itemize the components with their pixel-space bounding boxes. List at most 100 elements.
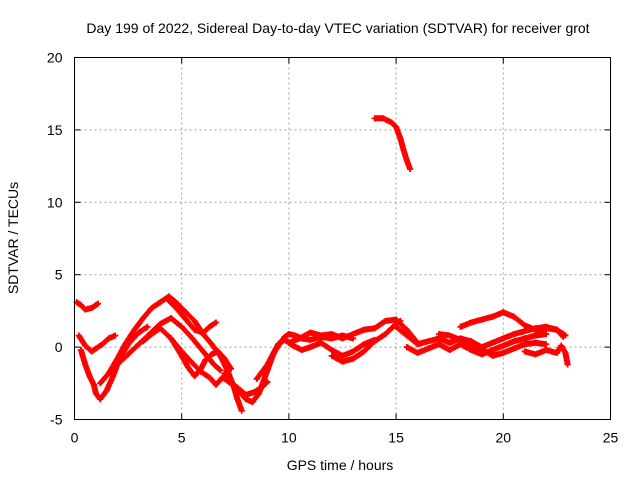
data-point: [425, 345, 432, 352]
data-point: [371, 325, 378, 332]
y-tick-label: 5: [55, 267, 63, 283]
data-point: [532, 351, 539, 358]
data-point: [489, 352, 496, 359]
data-point: [564, 361, 571, 368]
data-point: [478, 345, 485, 352]
data-point: [189, 360, 196, 367]
data-point: [339, 358, 346, 365]
data-point: [82, 342, 89, 349]
data-point: [88, 348, 95, 355]
data-point: [307, 336, 314, 343]
data-point: [511, 331, 518, 338]
data-point: [360, 348, 367, 355]
data-point: [371, 115, 378, 122]
data-point: [213, 319, 220, 326]
data-point: [360, 341, 367, 348]
data-point: [167, 315, 174, 322]
data-point: [489, 313, 496, 320]
series-arc-b: [75, 332, 119, 355]
data-point: [148, 305, 155, 312]
data-point: [543, 331, 550, 338]
data-point: [532, 332, 539, 339]
data-point: [553, 349, 560, 356]
data-point: [478, 351, 485, 358]
data-point: [110, 373, 117, 380]
data-point: [468, 319, 475, 326]
series-arc-a: [73, 299, 102, 313]
data-point: [457, 323, 464, 330]
data-point: [457, 336, 464, 343]
data-point: [400, 147, 407, 154]
y-tick-label: 20: [47, 50, 63, 66]
data-point: [511, 313, 518, 320]
data-point: [125, 351, 132, 358]
data-point: [285, 339, 292, 346]
data-point: [500, 349, 507, 356]
data-point: [403, 326, 410, 333]
data-point: [403, 332, 410, 339]
data-point: [543, 341, 550, 348]
data-point: [112, 332, 119, 339]
data-point: [191, 373, 198, 380]
data-point: [403, 344, 410, 351]
data-point: [174, 300, 181, 307]
data-point: [382, 318, 389, 325]
data-point: [234, 396, 241, 403]
data-point: [140, 338, 147, 345]
data-point: [562, 349, 569, 356]
data-point: [210, 361, 217, 368]
data-point: [318, 339, 325, 346]
data-point: [200, 348, 207, 355]
data-point: [543, 346, 550, 353]
data-point: [446, 332, 453, 339]
data-point: [350, 331, 357, 338]
data-point: [208, 351, 215, 358]
data-point: [197, 365, 204, 372]
data-point: [191, 326, 198, 333]
series-arc-l: [328, 318, 404, 365]
grid-layer: [74, 57, 611, 420]
data-point: [414, 341, 421, 348]
data-point: [468, 346, 475, 353]
data-point: [221, 370, 228, 377]
data-point: [307, 344, 314, 351]
data-point: [403, 157, 410, 164]
data-point: [489, 346, 496, 353]
data-point: [350, 355, 357, 362]
data-point: [255, 390, 262, 397]
data-point: [99, 341, 106, 348]
series-arc-o: [403, 331, 550, 358]
data-point: [328, 331, 335, 338]
data-point: [243, 396, 250, 403]
data-point: [328, 346, 335, 353]
data-point: [511, 345, 518, 352]
data-point: [213, 381, 220, 388]
data-point: [122, 339, 129, 346]
x-tick-label: 15: [388, 430, 404, 446]
x-tick-label: 25: [603, 430, 619, 446]
data-point: [249, 399, 256, 406]
data-point: [131, 326, 138, 333]
data-point: [86, 373, 93, 380]
series-arc-h: [165, 297, 220, 336]
series-arc-j: [253, 336, 378, 382]
data-point: [92, 390, 99, 397]
x-tick-label: 0: [71, 430, 79, 446]
series-arc-g: [167, 335, 235, 380]
data-point: [468, 341, 475, 348]
data-point: [397, 318, 404, 325]
data-point: [318, 332, 325, 339]
data-point: [380, 115, 387, 122]
data-point: [558, 342, 565, 349]
y-axis-label: SDTVAR / TECUs: [5, 182, 21, 294]
data-point: [191, 318, 198, 325]
x-tick-label: 10: [281, 430, 297, 446]
data-point: [489, 339, 496, 346]
data-point: [97, 396, 104, 403]
data-point: [435, 341, 442, 348]
data-point: [82, 361, 89, 368]
data-point: [500, 335, 507, 342]
data-point: [521, 335, 528, 342]
data-point: [521, 348, 528, 355]
